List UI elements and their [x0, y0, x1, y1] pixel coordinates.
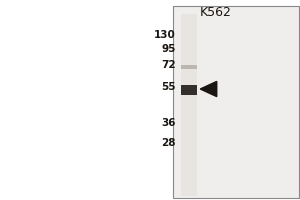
Text: 28: 28: [161, 138, 176, 148]
Polygon shape: [200, 81, 217, 97]
Text: 95: 95: [161, 44, 176, 54]
Text: 72: 72: [161, 60, 176, 70]
Text: K562: K562: [200, 6, 232, 20]
Text: 55: 55: [161, 82, 176, 92]
Bar: [181, 65, 197, 69]
Text: 36: 36: [161, 118, 176, 128]
Bar: [181, 14, 197, 196]
Bar: [172, 6, 298, 198]
Text: 130: 130: [154, 30, 176, 40]
Bar: [181, 85, 197, 95]
